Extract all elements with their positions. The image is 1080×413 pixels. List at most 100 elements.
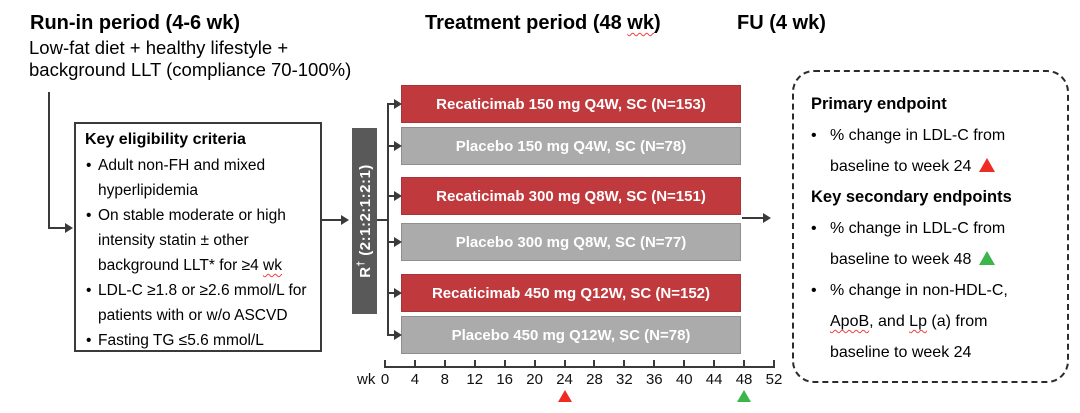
treatment-arm-bar: Recaticimab 150 mg Q4W, SC (N=153) [401, 85, 741, 123]
timeline-tick [384, 360, 386, 367]
timeline-tick [563, 360, 566, 367]
week48-green-triangle-icon [979, 251, 996, 265]
timeline-tick-label: 36 [645, 371, 663, 388]
treatment-period-title-close: ) [653, 12, 661, 34]
timeline-tick [653, 360, 656, 367]
timeline-tick-label: 8 [440, 371, 450, 388]
arm-connector-line [388, 241, 396, 243]
timeline-tick [443, 360, 446, 367]
eligibility-item-text: Adult non-FH and mixed hyperlipidemia [98, 157, 266, 199]
timeline-tick-label: 12 [466, 371, 484, 388]
primary-endpoint-title: Primary endpoint [811, 95, 947, 113]
runin-subtitle-line1: Low-fat diet + healthy lifestyle + [29, 37, 289, 58]
arm-connector-arrowhead-icon [394, 288, 402, 298]
treatment-to-endpoints-arrowhead-icon [763, 213, 771, 223]
treatment-arm-label: Placebo 450 mg Q12W, SC (N=78) [451, 326, 691, 344]
timeline-unit-label: wk [357, 371, 376, 388]
eligibility-title: Key eligibility criteria [85, 131, 246, 148]
secondary-endpoint2-line3: baseline to week 24 [830, 344, 972, 361]
timeline-axis-line [384, 366, 775, 368]
eligibility-item: Adult non-FH and mixed hyperlipidemia [85, 153, 314, 203]
eligibility-item-text: LDL-C ≥1.8 or ≥2.6 mmol/L for patients w… [98, 282, 307, 324]
eligibility-item-text: Fasting TG ≤5.6 mmol/L [98, 332, 264, 349]
timeline-tick-label: 28 [586, 371, 603, 388]
arm-connector-arrowhead-icon [394, 237, 402, 247]
secondary-endpoint2-line1: % change in non-HDL-C, [794, 275, 1067, 306]
timeline-tick-label: 40 [675, 371, 693, 388]
runin-to-eligibility-arrow-hline [48, 227, 66, 229]
primary-endpoint-item-line1: % change in LDL-C from [794, 120, 1067, 151]
week24-primary-marker-icon [557, 390, 572, 402]
secondary-endpoints-title: Key secondary endpoints [811, 188, 1012, 206]
timeline-tick [623, 360, 626, 367]
treatment-to-endpoints-arrow-line [742, 217, 764, 219]
timeline-tick [413, 360, 416, 367]
eligibility-list: Adult non-FH and mixed hyperlipidemia On… [85, 153, 314, 353]
treatment-arm-label: Recaticimab 450 mg Q12W, SC (N=152) [431, 284, 711, 302]
treatment-period-title-text: Treatment period (48 [425, 12, 628, 34]
randomization-branch-stub [377, 219, 389, 221]
randomization-box: R† (2:1:2:1:2:1) [352, 128, 377, 314]
timeline-tick [713, 360, 716, 367]
runin-period-title: Run-in period (4-6 wk) [30, 12, 240, 34]
fu-period-title: FU (4 wk) [737, 12, 826, 34]
treatment-arm-bar: Placebo 150 mg Q4W, SC (N=78) [401, 127, 741, 165]
timeline-tick [773, 360, 775, 367]
treatment-arm-label: Recaticimab 300 mg Q8W, SC (N=151) [436, 187, 706, 205]
eligibility-item-wavy: wk [263, 257, 282, 274]
timeline-tick [473, 360, 476, 367]
timeline-tick-label: 44 [705, 371, 723, 388]
eligibility-to-randomization-arrowhead-icon [341, 215, 349, 225]
week24-red-triangle-icon [979, 158, 996, 172]
week48-secondary-marker-icon [737, 390, 752, 402]
treatment-arm-bar: Recaticimab 450 mg Q12W, SC (N=152) [401, 274, 741, 312]
eligibility-box: Key eligibility criteria Adult non-FH an… [74, 122, 322, 353]
randomization-dagger: † [355, 260, 367, 267]
arm-connector-arrowhead-icon [394, 191, 402, 201]
timeline-tick-label: 32 [616, 371, 633, 388]
primary-endpoint-item-line2-text: baseline to week 24 [830, 158, 972, 175]
secondary-endpoint1-line2-text: baseline to week 48 [830, 251, 972, 268]
timeline-tick [743, 360, 746, 367]
timeline-tick-label: 52 [765, 371, 783, 388]
secondary-endpoint2-line2-end: (a) from [926, 313, 988, 330]
arm-connector-line [388, 103, 396, 105]
treatment-period-title: Treatment period (48 wk) [425, 12, 661, 35]
treatment-period-title-wavy-word: wk [627, 12, 654, 34]
treatment-arm-label: Placebo 300 mg Q8W, SC (N=77) [455, 233, 687, 251]
primary-endpoint-item-line2: baseline to week 24 [794, 151, 1067, 182]
lp-wavy-text: Lp [909, 313, 927, 330]
endpoints-box: Primary endpoint % change in LDL-C from … [792, 70, 1069, 383]
timeline-tick-label: 20 [526, 371, 543, 388]
arm-connector-arrowhead-icon [394, 99, 402, 109]
randomization-ratio: (2:1:2:1:2:1) [356, 164, 374, 256]
arm-connector-arrowhead-icon [394, 330, 402, 340]
timeline-tick [503, 360, 506, 367]
apob-wavy-text: ApoB [830, 313, 870, 330]
randomization-label: R† (2:1:2:1:2:1) [356, 164, 374, 278]
eligibility-item: LDL-C ≥1.8 or ≥2.6 mmol/L for patients w… [85, 278, 314, 328]
secondary-endpoint2-line2: ApoB, and Lp (a) from [794, 306, 1067, 337]
runin-subtitle-line2: background LLT (compliance 70-100%) [29, 59, 352, 80]
treatment-arm-label: Placebo 150 mg Q4W, SC (N=78) [455, 137, 687, 155]
runin-to-eligibility-arrowhead-icon [65, 223, 73, 233]
eligibility-item: On stable moderate or high intensity sta… [85, 203, 314, 278]
arm-connector-line [388, 292, 396, 294]
randomization-branch-line [387, 103, 389, 336]
treatment-arm-bar: Recaticimab 300 mg Q8W, SC (N=151) [401, 177, 741, 215]
treatment-arm-label: Recaticimab 150 mg Q4W, SC (N=153) [436, 95, 706, 113]
runin-to-eligibility-arrow-vline [48, 92, 50, 229]
eligibility-to-randomization-arrow-line [322, 219, 342, 221]
secondary-endpoint1-line1: % change in LDL-C from [794, 213, 1067, 244]
timeline-tick-label: 24 [556, 371, 573, 388]
secondary-endpoint2-line2-mid: , and [869, 313, 910, 330]
arm-connector-arrowhead-icon [394, 141, 402, 151]
treatment-arm-bar: Placebo 300 mg Q8W, SC (N=77) [401, 223, 741, 261]
timeline-tick [593, 360, 596, 367]
timeline-tick-label: 48 [735, 371, 753, 388]
arm-connector-line [388, 195, 396, 197]
timeline-tick [683, 360, 686, 367]
randomization-r: R [356, 266, 374, 278]
treatment-arm-bar: Placebo 450 mg Q12W, SC (N=78) [401, 316, 741, 354]
